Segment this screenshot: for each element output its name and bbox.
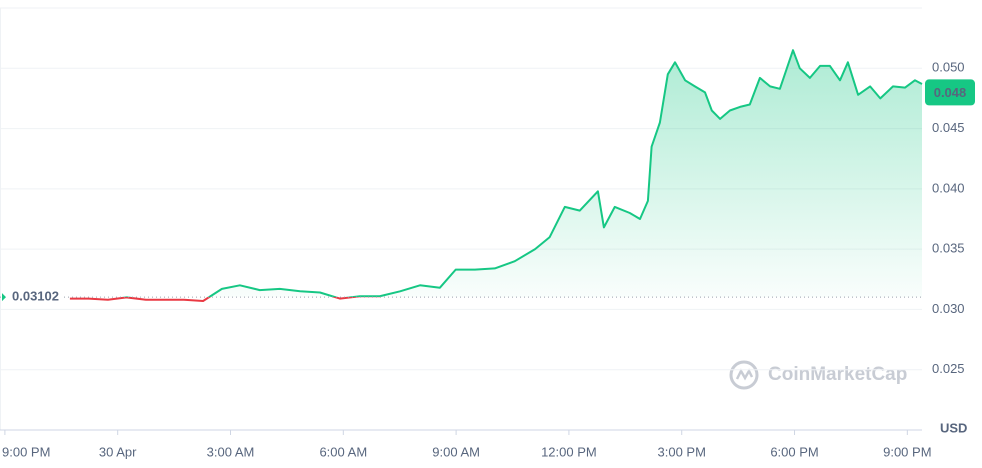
- price-line: [69, 49, 923, 302]
- x-tick-label: 6:00 AM: [319, 444, 367, 459]
- x-tick-label: 12:00 PM: [541, 444, 597, 459]
- y-tick-label: 0.045: [932, 120, 965, 135]
- y-tick-label: 0.030: [932, 301, 965, 316]
- y-tick-label: 0.035: [932, 241, 965, 256]
- x-tick-label: 3:00 PM: [658, 444, 706, 459]
- current-price-badge: [925, 79, 975, 106]
- baseline-marker: [2, 293, 6, 302]
- x-tick-label: 9:00 PM: [2, 444, 50, 459]
- x-tick-label: 9:00 AM: [432, 444, 480, 459]
- x-tick-label: 3:00 AM: [207, 444, 255, 459]
- baseline-label: 0.03102: [12, 289, 59, 304]
- y-tick-label: 0.050: [932, 60, 965, 75]
- y-tick-label: 0.025: [932, 361, 965, 376]
- x-tick-label: 6:00 PM: [770, 444, 818, 459]
- watermark-logo: [729, 360, 759, 390]
- baseline-label-bg: [8, 287, 63, 308]
- x-tick-label: 30 Apr: [99, 444, 137, 459]
- y-tick-label: 0.040: [932, 180, 965, 195]
- price-area: [69, 50, 922, 298]
- watermark: CoinMarketCap: [768, 364, 907, 385]
- currency-label: USD: [940, 420, 967, 435]
- x-tick-label: 9:00 PM: [883, 444, 931, 459]
- current-price-label: 0.048: [934, 85, 967, 100]
